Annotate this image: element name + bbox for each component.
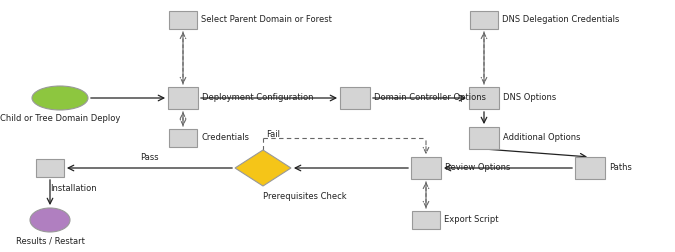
Text: Fail: Fail	[266, 130, 280, 139]
Text: Installation: Installation	[50, 184, 97, 193]
FancyBboxPatch shape	[575, 157, 605, 179]
Text: DNS Delegation Credentials: DNS Delegation Credentials	[502, 16, 620, 24]
Text: Review Options: Review Options	[445, 164, 510, 173]
FancyBboxPatch shape	[168, 87, 198, 109]
Text: Results / Restart: Results / Restart	[16, 236, 84, 245]
Text: Deployment Configuration: Deployment Configuration	[202, 93, 313, 103]
FancyBboxPatch shape	[169, 11, 197, 29]
Text: Select Parent Domain or Forest: Select Parent Domain or Forest	[201, 16, 332, 24]
Text: DNS Options: DNS Options	[503, 93, 556, 103]
FancyBboxPatch shape	[469, 127, 499, 149]
Text: Child or Tree Domain Deploy: Child or Tree Domain Deploy	[0, 114, 120, 123]
Ellipse shape	[30, 208, 70, 232]
Text: Export Script: Export Script	[444, 215, 499, 225]
Text: Additional Options: Additional Options	[503, 134, 580, 142]
Ellipse shape	[32, 86, 88, 110]
Text: Prerequisites Check: Prerequisites Check	[263, 192, 347, 201]
FancyBboxPatch shape	[411, 157, 441, 179]
FancyBboxPatch shape	[412, 211, 440, 229]
Text: Credentials: Credentials	[201, 134, 249, 142]
Text: Pass: Pass	[140, 153, 159, 162]
Text: Paths: Paths	[609, 164, 632, 173]
FancyBboxPatch shape	[469, 87, 499, 109]
FancyBboxPatch shape	[470, 11, 498, 29]
FancyBboxPatch shape	[36, 159, 64, 177]
Polygon shape	[235, 150, 291, 186]
FancyBboxPatch shape	[169, 129, 197, 147]
FancyBboxPatch shape	[340, 87, 370, 109]
Text: Domain Controller Options: Domain Controller Options	[374, 93, 486, 103]
